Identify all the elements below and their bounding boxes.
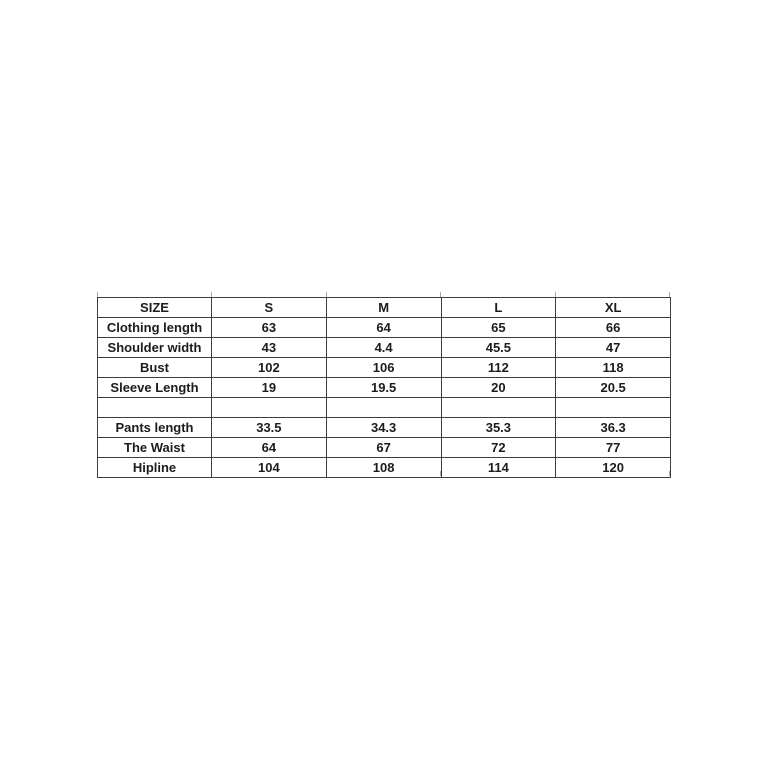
cell-value: 106 — [325, 357, 442, 378]
cell-value: 36.3 — [555, 417, 671, 438]
column-header-m: M — [325, 297, 442, 318]
row-label: Shoulder width — [97, 337, 212, 358]
column-header-xl: XL — [555, 297, 671, 318]
cell-value: 20.5 — [555, 377, 671, 398]
cell-value: 19 — [211, 377, 327, 398]
cell-value: 33.5 — [211, 417, 327, 438]
size-chart-table: SIZE S M L XL Clothing length 63 64 65 6… — [97, 297, 671, 478]
row-label: Sleeve Length — [97, 377, 212, 398]
cell-value: 43 — [211, 337, 327, 358]
cell-value: 45.5 — [440, 337, 557, 358]
table-row-hipline: Hipline 104 108 114 120 — [97, 457, 671, 478]
row-label: Hipline — [97, 457, 212, 478]
row-label: Pants length — [97, 417, 212, 438]
cell-value — [325, 397, 442, 418]
column-header-s: S — [211, 297, 327, 318]
cell-value: 72 — [440, 437, 557, 458]
gridline-stub — [440, 292, 441, 297]
gridline-stub — [97, 292, 98, 297]
gridline-stub — [669, 292, 670, 297]
column-header-l: L — [440, 297, 557, 318]
cell-value — [440, 397, 557, 418]
cell-value: 19.5 — [325, 377, 442, 398]
cell-value: 63 — [211, 317, 327, 338]
cell-value: 47 — [555, 337, 671, 358]
row-label: The Waist — [97, 437, 212, 458]
gridline-stub — [555, 292, 556, 297]
table-row-shoulder-width: Shoulder width 43 4.4 45.5 47 — [97, 337, 671, 358]
table-row-clothing-length: Clothing length 63 64 65 66 — [97, 317, 671, 338]
cell-value: 112 — [440, 357, 557, 378]
cell-value: 35.3 — [440, 417, 557, 438]
cell-value: 4.4 — [325, 337, 442, 358]
cell-value: 102 — [211, 357, 327, 378]
row-label — [97, 397, 212, 418]
cell-value: 104 — [211, 457, 327, 478]
cell-value: 120 — [555, 457, 671, 478]
cell-value — [211, 397, 327, 418]
table-row-spacer — [97, 397, 671, 418]
cell-value: 108 — [325, 457, 442, 478]
gridline-stub — [211, 292, 212, 297]
cell-value: 67 — [325, 437, 442, 458]
row-label: Bust — [97, 357, 212, 378]
cell-value: 34.3 — [325, 417, 442, 438]
table-row-sleeve-length: Sleeve Length 19 19.5 20 20.5 — [97, 377, 671, 398]
cell-value: 64 — [325, 317, 442, 338]
cell-value: 65 — [440, 317, 557, 338]
table-row-the-waist: The Waist 64 67 72 77 — [97, 437, 671, 458]
cell-value: 118 — [555, 357, 671, 378]
cell-value: 66 — [555, 317, 671, 338]
table-row-bust: Bust 102 106 112 118 — [97, 357, 671, 378]
cell-value: 64 — [211, 437, 327, 458]
column-header-size: SIZE — [97, 297, 212, 318]
gridline-stub — [326, 292, 327, 297]
cell-value: 20 — [440, 377, 557, 398]
cell-value: 114 — [440, 457, 557, 478]
header-row: SIZE S M L XL — [97, 297, 671, 318]
cell-value: 77 — [555, 437, 671, 458]
cell-value — [555, 397, 671, 418]
table-row-pants-length: Pants length 33.5 34.3 35.3 36.3 — [97, 417, 671, 438]
row-label: Clothing length — [97, 317, 212, 338]
